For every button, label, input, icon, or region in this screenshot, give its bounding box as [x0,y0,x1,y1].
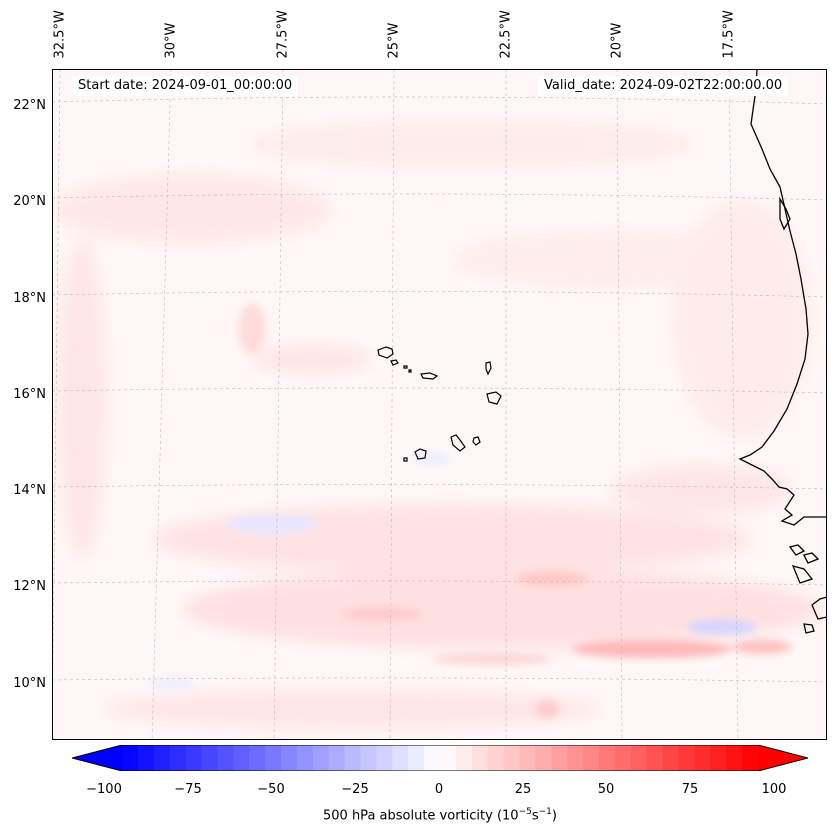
colorbar-step [376,745,393,771]
colorbar-max-extension [758,745,808,771]
valid-date-label: Valid_date: 2024-09-02T22:00:00.00 [538,76,789,96]
colorbar-tick-50: 50 [597,782,615,797]
colorbar-step [408,745,425,771]
colorbar-steps [72,745,808,771]
colorbar-step [169,745,187,771]
colorbar-label: 500 hPa absolute vorticity (10−5s−1) [323,807,557,824]
colorbar-tick-m100: −100 [86,782,122,797]
colorbar-step [678,745,695,771]
colorbar-step [153,745,171,771]
colorbar-step [583,745,600,771]
colorbar-tick-m75: −75 [174,782,202,797]
colorbar-tick-m50: −50 [257,782,285,797]
cape-verde-islands [377,346,502,462]
colorbar-tick-m25: −25 [341,782,369,797]
lon-label-20w: 20°W [609,22,625,59]
colorbar-step [567,745,584,771]
colorbar-step [503,745,520,771]
colorbar-tick-100: 100 [761,782,787,797]
colorbar-step [233,745,250,771]
lon-label-25w: 25°W [386,22,402,59]
vorticity-field [52,119,822,729]
colorbar-tick-75: 75 [681,782,699,797]
colorbar-step [296,745,314,771]
colorbar-step [360,745,377,771]
lon-label-32-5w: 32.5°W [52,10,68,59]
lat-label-20n: 20°N [13,194,46,209]
colorbar-step [535,745,552,771]
lat-label-14n: 14°N [13,483,46,498]
gridlines [52,69,827,740]
colorbar-tick-0: 0 [434,782,444,797]
colorbar-step [455,745,473,771]
colorbar-min-extension [72,745,122,771]
map-border [52,69,827,740]
lat-label-16n: 16°N [13,387,46,402]
colorbar-step [249,745,266,771]
lat-label-10n: 10°N [13,676,46,691]
colorbar-step [344,745,361,771]
lat-label-22n: 22°N [13,98,46,113]
colorbar-step [122,745,139,771]
colorbar-step [710,745,727,771]
colorbar-step [487,745,505,771]
colorbar [72,745,808,771]
colorbar-step [742,745,759,771]
colorbar-step [599,745,616,771]
colorbar-step [726,745,743,771]
colorbar-tick-25: 25 [514,782,532,797]
colorbar-step [519,745,536,771]
lon-label-27-5w: 27.5°W [275,10,291,59]
colorbar-step [328,745,346,771]
lon-label-22-5w: 22.5°W [498,10,514,59]
vorticity-map[interactable] [52,69,827,740]
colorbar-step [424,745,441,771]
colorbar-step [440,745,457,771]
colorbar-step [646,745,664,771]
lon-label-17-5w: 17.5°W [721,10,737,59]
colorbar-step [551,745,568,771]
start-date-label: Start date: 2024-09-01_00:00:00 [72,76,299,96]
colorbar-step [217,745,234,771]
colorbar-step [392,745,409,771]
colorbar-step [201,745,218,771]
lat-label-12n: 12°N [13,579,46,594]
colorbar-step [630,745,648,771]
colorbar-step [614,745,632,771]
colorbar-step [265,745,282,771]
colorbar-step [185,745,202,771]
colorbar-step [312,745,330,771]
colorbar-step [662,745,679,771]
coastline-west-africa [738,69,827,634]
colorbar-step [471,745,489,771]
colorbar-step [281,745,298,771]
colorbar-step [694,745,711,771]
colorbar-step [137,745,155,771]
lat-label-18n: 18°N [13,291,46,306]
lon-label-30w: 30°W [163,22,179,59]
